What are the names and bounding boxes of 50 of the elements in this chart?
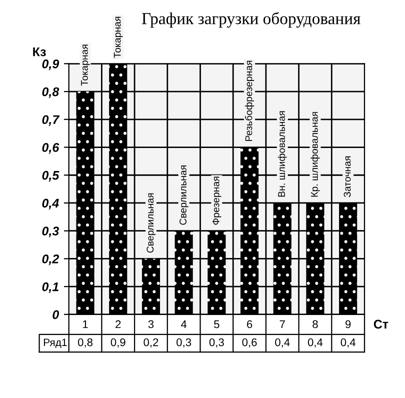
- annotation: Вн. шлифовальная: [278, 111, 287, 197]
- annotation: Резьбофрезерная: [244, 60, 254, 141]
- y-tick-label: 0,4: [42, 198, 59, 210]
- x-tick-label: 4: [180, 320, 187, 328]
- bar: [339, 202, 358, 314]
- x-tick-label: 3: [148, 320, 154, 328]
- data-label: 0,3: [176, 338, 192, 348]
- x-tick-label: 8: [312, 320, 318, 328]
- data-label: 0,6: [242, 338, 257, 348]
- y-tick-label: 0: [52, 310, 60, 320]
- x-tick-label: 6: [247, 320, 252, 328]
- x-tick-label: 1: [83, 320, 88, 328]
- x-tick-label: 2: [116, 320, 121, 328]
- annotation: Сверлильная: [180, 166, 188, 225]
- bar: [142, 258, 160, 314]
- y-tick-label: 0,6: [42, 143, 60, 154]
- text: Ряд1: [44, 338, 67, 348]
- annotation: Кр. шлифовальная: [310, 112, 320, 197]
- annotation: Заточная: [344, 156, 351, 198]
- data-label: 0,3: [209, 338, 224, 348]
- data-label: 0,4: [308, 338, 323, 348]
- bar: [306, 202, 324, 314]
- y-tick-label: 0,9: [42, 59, 60, 70]
- bar: [109, 64, 128, 314]
- y-tick-label: 0,8: [42, 87, 60, 98]
- y-tick-label: 0,1: [42, 282, 58, 294]
- x-axis-title: Ст: [374, 320, 388, 329]
- data-label: 0,8: [78, 338, 93, 348]
- data-label: 0,4: [340, 338, 356, 348]
- data-label: 0,4: [275, 338, 290, 348]
- annotation: Сверлильная: [146, 193, 156, 253]
- chart-title: График загрузки оборудования: [142, 12, 360, 28]
- y-axis-title: Кз: [33, 48, 46, 56]
- data-label: 0,9: [110, 338, 126, 348]
- annotation: Токарная: [114, 16, 123, 58]
- x-tick-label: 9: [346, 320, 351, 328]
- bar: [208, 230, 226, 314]
- bar: [273, 202, 292, 314]
- y-tick-label: 0,5: [42, 170, 60, 182]
- x-tick-label: 5: [214, 320, 220, 328]
- y-tick-label: 0,7: [42, 115, 60, 126]
- annotation: Токарная: [81, 44, 90, 86]
- annotation: Фрезерная: [212, 176, 222, 225]
- data-label: 0,2: [144, 338, 158, 348]
- y-tick-label: 0,3: [42, 226, 59, 238]
- x-tick-label: 7: [280, 320, 285, 328]
- bar: [174, 230, 193, 314]
- bar: [76, 92, 94, 314]
- y-tick-label: 0,2: [42, 254, 59, 266]
- bar: [240, 147, 259, 314]
